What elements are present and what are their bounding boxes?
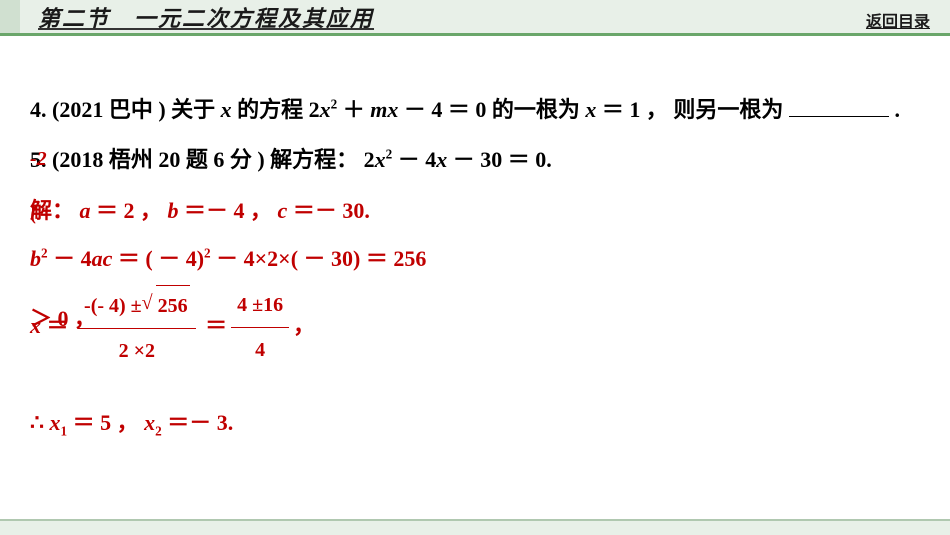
q4-var-x: x [221,97,232,122]
therefore: ∴ [30,410,50,435]
sol-label: 解： [30,198,80,223]
q4-text: 4. (2021 巴中 ) 关于 [30,97,221,122]
sol-var-b: b [168,198,179,223]
question-5: 5. (2018 梧州 20 题 6 分 ) 解方程： 2x2 － 4x － 3… [30,136,920,184]
frac2-denominator: 4 [231,328,289,370]
q4-text: ＋ [337,97,370,122]
slide-content: 4. (2021 巴中 ) 关于 x 的方程 2x2 ＋ mx － 4 ＝ 0 … [0,36,950,465]
sol-text: － 4 [48,246,92,271]
sol-var-x1: x [50,410,61,435]
subscript-2: 2 [155,423,162,438]
overlay-paren: ( [30,199,37,225]
sol-var-x2: x [144,410,155,435]
sol-text: － 4×2×( － 30) ＝ 256 [211,246,427,271]
sol-squared: 2 [41,245,48,260]
sol-text: ＝ ( － 4) [112,246,204,271]
solution-line-3: ＞ 0 ， x ＝ -(- 4) ±2562 ×2 ＝4 ±164， [30,285,920,371]
sol-comma: ， [293,313,315,338]
question-4: 4. (2021 巴中 ) 关于 x 的方程 2x2 ＋ mx － 4 ＝ 0 … [30,86,920,134]
q4-var-mx: mx [370,97,398,122]
q4-text: ＝ 1 ， 则另一根为 [596,97,789,122]
q5-text: － 30 ＝ 0. [447,147,552,172]
slide-header: 第二节 一元二次方程及其应用 返回目录 [0,0,950,36]
solution-line-2: b2 － 4ac ＝ ( － 4)2 － 4×2×( － 30) ＝ 256 [30,237,920,281]
sol-text: ＝－ 4 ， [179,198,278,223]
q5-text: － 4 [392,147,436,172]
solution-line-1: 解： a ＝ 2 ， b ＝－ 4 ， c ＝－ 30. [30,189,920,233]
q5-var-x: x [375,147,386,172]
sol-text: ＝－ 30. [287,198,370,223]
q4-text: 的方程 2 [232,97,320,122]
q5-text: 5. (2018 梧州 20 题 6 分 ) 解方程： 2 [30,147,375,172]
answer-blank [789,93,889,117]
q4-text: . [889,97,900,122]
sol-var-a: a [80,198,91,223]
solution-line-4: ∴ x1 ＝ 5 ， x2 ＝－ 3. [30,401,920,445]
sol-text: ＝－ 3. [162,410,234,435]
q5-var-x2: x [436,147,447,172]
sqrt-icon: 256 [142,285,190,326]
frac2-numerator: 4 ±16 [231,285,289,328]
sol-text: ＝ 2 ， [91,198,168,223]
back-to-toc-link[interactable]: 返回目录 [866,8,930,32]
header-accent [0,0,20,33]
fraction-2: 4 ±164 [231,285,289,370]
frac1-num-text: (- 4) ± [91,295,142,317]
sol-squared2: 2 [204,245,211,260]
sol-var-b2: b [30,246,41,271]
q4-var-x3: x [585,97,596,122]
radicand: 256 [156,285,190,326]
sol-var-c: c [278,198,288,223]
q4-text: － 4 ＝ 0 的一根为 [398,97,585,122]
answer-overlay-blank: -2 [30,148,47,171]
sol-var-ac: ac [92,246,113,271]
section-title: 第二节 一元二次方程及其应用 [20,1,374,33]
q4-var-x2: x [320,97,331,122]
sol-gt0: ＞ 0 ， [30,297,96,341]
sol-text: ＝ 5 ， [67,410,144,435]
slide-footer [0,519,950,535]
sol-eq2: ＝ [200,313,228,338]
